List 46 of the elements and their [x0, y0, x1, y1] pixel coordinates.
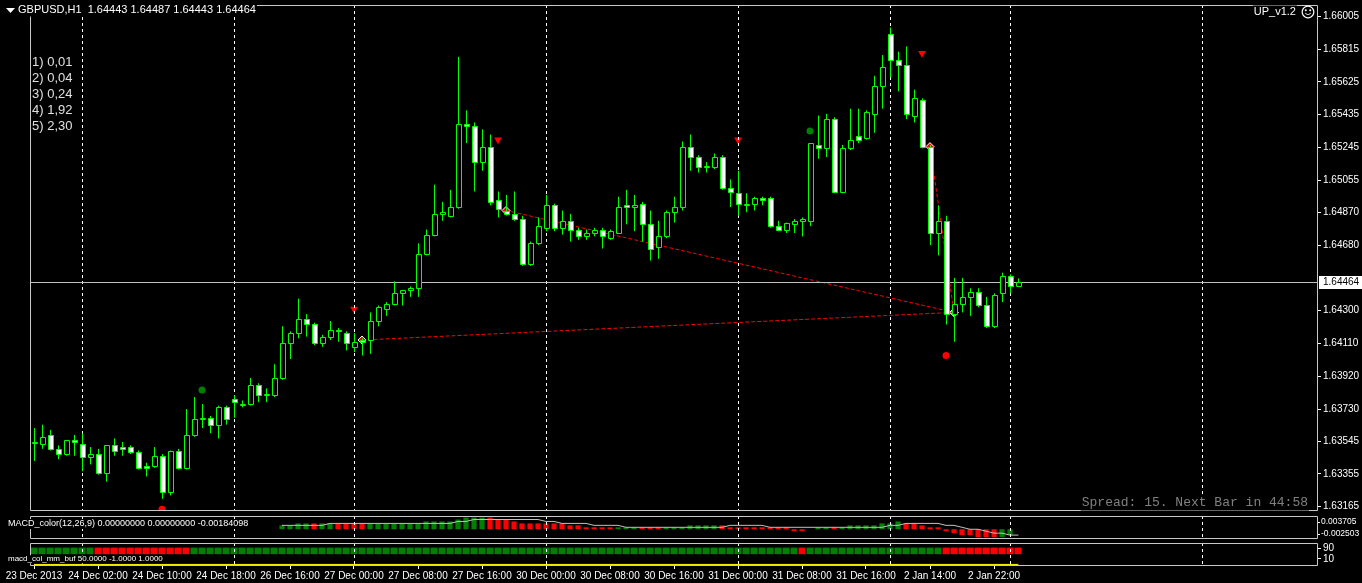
y-tick-label: 1.63730	[1323, 402, 1360, 414]
x-tick-label: 26 Dec 16:00	[260, 569, 321, 581]
y-tick-label: 1.64110	[1323, 337, 1359, 349]
y-tick-label: 90	[1323, 542, 1335, 554]
y-tick-label: 1.65245	[1323, 141, 1360, 153]
y-tick-label: 10	[1323, 552, 1335, 564]
y-tick-label: 1.63545	[1323, 434, 1360, 446]
text: macd_col_mm_buf 50.0000 -1.0000 1.0000	[8, 554, 164, 564]
x-tick-label: 2 Jan 14:00	[903, 569, 957, 581]
x-tick-label: 31 Dec 08:00	[772, 569, 833, 581]
x-tick-label: 23 Dec 2013	[5, 569, 63, 581]
y-tick-label: 1.64680	[1323, 238, 1360, 250]
y-tick-label: 1.65625	[1323, 75, 1360, 87]
chart-title: MACD_color(12,26,9) 0.00000000 0.00000000 -0.00184098	[8, 518, 249, 529]
annotation: 1) 0,01	[32, 53, 73, 69]
x-tick-label: 27 Dec 08:00	[388, 569, 449, 581]
x-tick-label: 2 Jan 22:00	[967, 569, 1021, 581]
y-tick-label: 0.003705	[1321, 516, 1357, 527]
x-tick-label: 30 Dec 00:00	[516, 569, 577, 581]
y-tick-label: 1.63920	[1323, 370, 1360, 382]
x-tick-label: 27 Dec 00:00	[324, 569, 385, 581]
annotation: Spread: 15. Next Bar in 44:58	[1081, 495, 1308, 511]
x-tick-label: 24 Dec 02:00	[68, 569, 129, 581]
x-tick-label: 27 Dec 16:00	[452, 569, 513, 581]
y-tick-label: -0.002503	[1321, 528, 1360, 539]
chart-title: GBPUSD,H1 1.64443 1.64487 1.64443 1.64464	[18, 3, 256, 16]
y-tick-label: 1.64300	[1323, 304, 1360, 316]
annotation: 4) 1,92	[32, 101, 73, 117]
x-tick-label: 24 Dec 10:00	[132, 569, 193, 581]
x-tick-label: 30 Dec 08:00	[580, 569, 641, 581]
x-tick-label: 31 Dec 16:00	[836, 569, 897, 581]
annotation: 5) 2,30	[32, 117, 73, 133]
y-tick-label: 1.66005	[1323, 9, 1360, 21]
x-tick-label: 24 Dec 18:00	[196, 569, 257, 581]
y-tick-label: 1.63165	[1323, 500, 1360, 512]
y-tick-label: 1.65815	[1323, 42, 1360, 54]
annotation: 2) 0,04	[32, 69, 73, 85]
annotation: UP_v1.2	[1253, 5, 1296, 18]
ref-line-label: 1.64464	[1323, 276, 1360, 288]
y-tick-label: 1.63355	[1323, 467, 1360, 479]
y-tick-label: 1.65055	[1323, 174, 1360, 186]
annotation: 3) 0,24	[32, 85, 73, 101]
x-tick-label: 30 Dec 16:00	[644, 569, 705, 581]
y-tick-label: 1.64870	[1323, 205, 1360, 217]
x-tick-label: 31 Dec 00:00	[708, 569, 769, 581]
y-tick-label: 1.65435	[1323, 108, 1360, 120]
